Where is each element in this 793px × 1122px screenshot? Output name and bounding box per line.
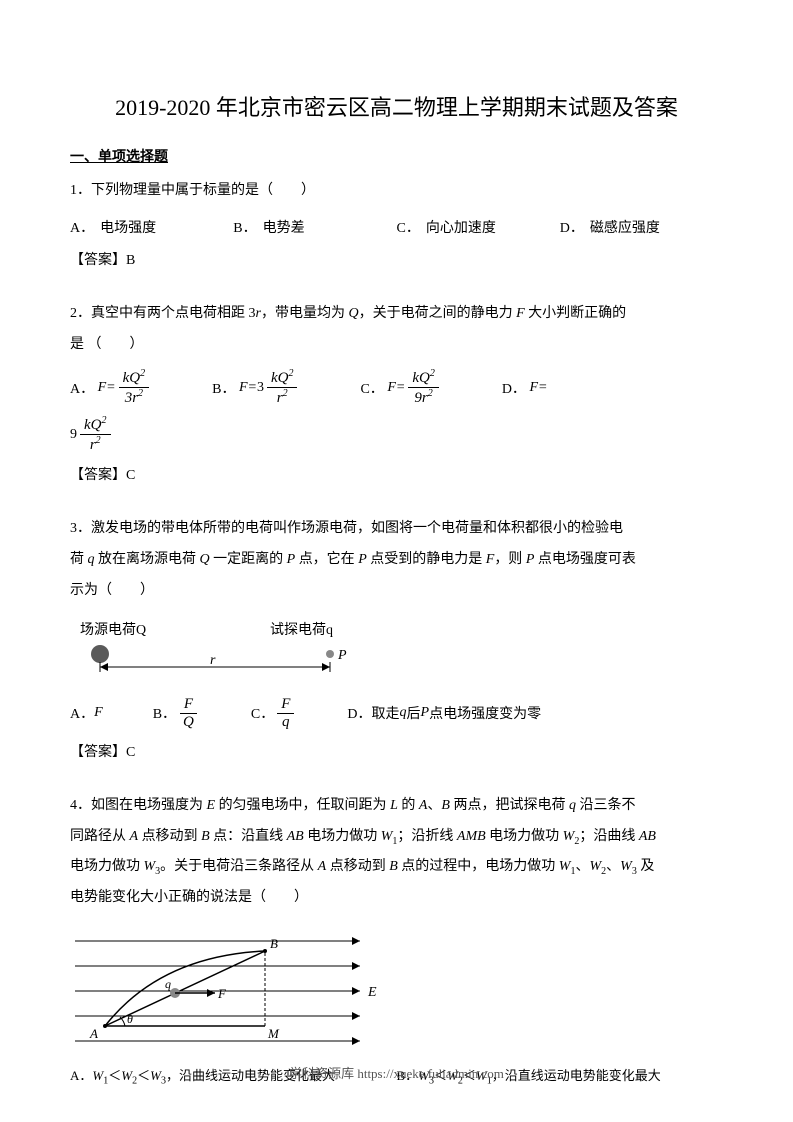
q2-options-row2: 9 kQ2r2	[70, 415, 723, 454]
q3-diagram: 场源电荷Q 试探电荷q P r	[70, 619, 723, 684]
q3-opt-d: D．取走 q 后 P 点电场强度变为零	[347, 703, 541, 723]
q2-options-row1: A． F= kQ23r2 B． F=3 kQ2r2 C． F= kQ29r2 D…	[70, 368, 723, 407]
q4-diagram: E A B M F q θ	[70, 926, 723, 1051]
q3-answer: 【答案】C	[70, 739, 723, 767]
q3-opt-a: A．F	[70, 703, 103, 723]
q2-answer: 【答案】C	[70, 462, 723, 490]
q2-opt-b: B． F=3 kQ2r2	[212, 368, 300, 407]
q2-opt-a: A． F= kQ23r2	[70, 368, 152, 407]
q3-options: A．F B． FQ C． Fq D．取走 q 后 P 点电场强度变为零	[70, 696, 723, 731]
q2-opt-c: C． F= kQ29r2	[360, 368, 441, 407]
q3-opt-b: B． FQ	[153, 696, 201, 731]
q3-opt-c: C． Fq	[251, 696, 298, 731]
question-2: 2．真空中有两个点电荷相距 3r，带电量均为 Q，关于电荷之间的静电力 F 大小…	[70, 299, 723, 361]
q1-opt-c: C．向心加速度	[397, 215, 560, 243]
q1-opt-a: A．电场强度	[70, 215, 233, 243]
svg-text:试探电荷q: 试探电荷q	[270, 622, 333, 638]
svg-text:A: A	[89, 1026, 98, 1041]
svg-text:q: q	[165, 977, 171, 991]
q2-opt-d: D． F=	[502, 378, 548, 398]
q1-options: A．电场强度 B．电势差 C．向心加速度 D．磁感应强度	[70, 215, 723, 243]
q1-opt-d: D．磁感应强度	[560, 215, 723, 243]
svg-text:B: B	[270, 936, 278, 951]
q1-answer: 【答案】B	[70, 247, 723, 275]
q4-svg: E A B M F q θ	[70, 926, 380, 1046]
question-3: 3．激发电场的带电体所带的电荷叫作场源电荷，如图将一个电荷量和体积都很小的检验电…	[70, 514, 723, 606]
q1-opt-b: B．电势差	[233, 215, 396, 243]
svg-text:P: P	[337, 648, 347, 663]
svg-text:M: M	[267, 1026, 280, 1041]
svg-text:r: r	[210, 653, 216, 668]
page-footer: 学科资源库 https://xueke.fuliadmin.com	[0, 1063, 793, 1082]
svg-text:F: F	[217, 986, 227, 1001]
source-charge-icon	[91, 645, 109, 663]
test-charge-icon	[326, 650, 334, 658]
section-header: 一、单项选择题	[70, 146, 723, 166]
svg-text:θ: θ	[127, 1012, 133, 1026]
svg-text:场源电荷Q: 场源电荷Q	[80, 622, 146, 638]
question-1: 1．下列物理量中属于标量的是（ ）	[70, 176, 723, 207]
q3-svg: 场源电荷Q 试探电荷q P r	[70, 619, 370, 679]
question-4: 4．如图在电场强度为 E 的匀强电场中，任取间距为 L 的 A、B 两点，把试探…	[70, 791, 723, 914]
page-title: 2019-2020 年北京市密云区高二物理上学期期末试题及答案	[70, 90, 723, 122]
svg-text:E: E	[367, 985, 377, 1000]
